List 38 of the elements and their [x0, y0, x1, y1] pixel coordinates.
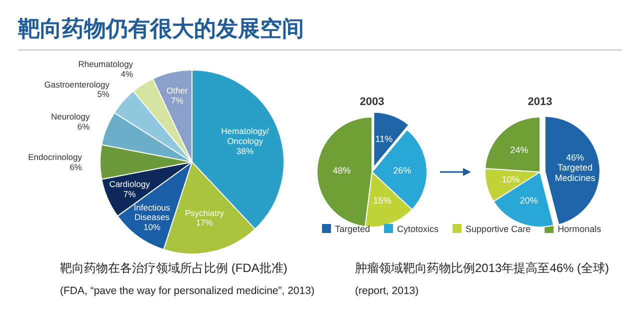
text: 靶向药物在各治疗领域所占比例 (FDA批准) [60, 261, 288, 275]
data-label: 48% [332, 165, 351, 176]
data-label: 20% [520, 195, 538, 206]
text: 肿瘤领域靶向药物比例2013年提高至46% (全球) [355, 261, 610, 275]
legend-label: Supportive Care [466, 224, 531, 234]
data-label: 4% [120, 68, 134, 79]
chart-title: 2013 [528, 96, 552, 108]
data-label: 10% [502, 174, 520, 185]
legend-label: Cytotoxics [397, 224, 440, 234]
data-label: 7% [123, 188, 136, 199]
data-label: 5% [97, 89, 110, 100]
slice-label: Rheumatology [78, 59, 134, 70]
text: (FDA, “pave the way for personalized medicine”, 2013) [60, 285, 314, 297]
slice-label: Targeted Medicines [554, 162, 596, 184]
slice-label: Endocrinology [28, 152, 83, 162]
data-label: 6% [77, 121, 90, 132]
chart-title: 2003 [360, 96, 384, 108]
slice-label: Gastroenterology [44, 79, 110, 90]
data-label: 17% [196, 218, 214, 228]
chart-title: 靶向药物仍有很大的发展空间 [17, 16, 304, 41]
data-label: 26% [393, 165, 412, 176]
text: (report, 2013) [355, 285, 419, 297]
slice-label: Infectious Diseases [134, 202, 170, 222]
data-label: 46% [566, 152, 584, 162]
data-label: 15% [373, 196, 392, 206]
slice-label: Cardiology [109, 179, 151, 190]
data-label: 10% [143, 222, 161, 232]
legend-label: Targeted [335, 224, 370, 234]
slice-label: Other [166, 86, 188, 96]
slice-label: Neurology [50, 112, 90, 122]
slice-label: Hematology/Oncology [221, 126, 270, 146]
slice-label: Psychiatry [184, 208, 225, 218]
data-label: 7% [171, 95, 184, 106]
data-label: 38% [236, 146, 254, 156]
data-label: 6% [70, 162, 82, 172]
data-label: 24% [510, 145, 528, 156]
legend-label: Hormonals [558, 224, 602, 234]
data-label: 11% [375, 134, 393, 144]
